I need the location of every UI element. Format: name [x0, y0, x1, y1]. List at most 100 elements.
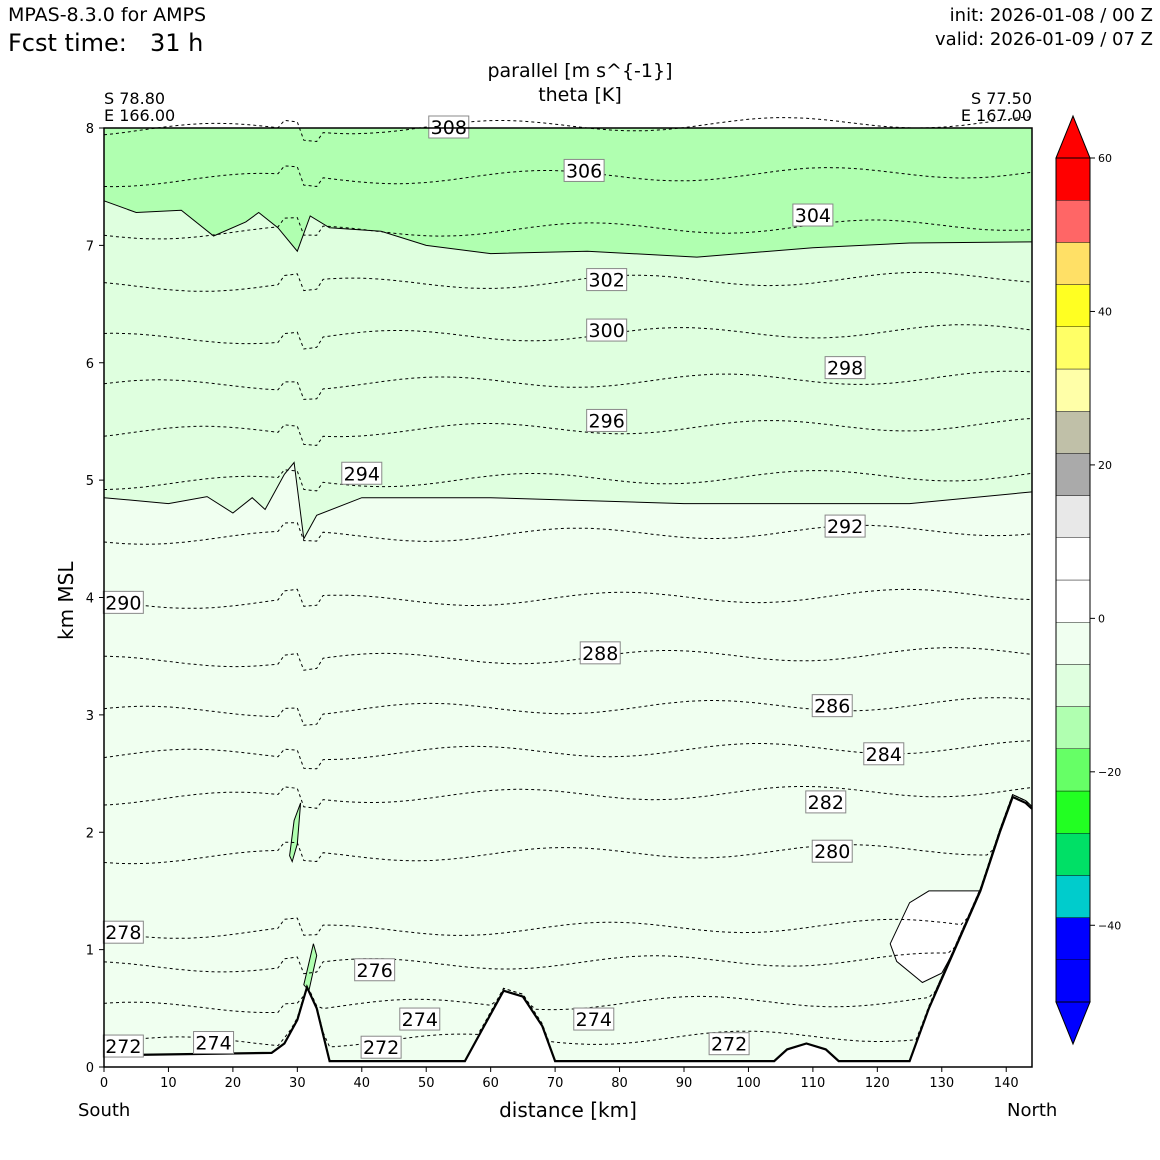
x-end-south: South — [78, 1100, 131, 1121]
y-tick-label: 1 — [86, 944, 94, 959]
colorbar-tick-label: 60 — [1098, 152, 1112, 165]
theta-contour — [103, 794, 1033, 939]
contour-label: 296 — [589, 410, 625, 432]
theta-contour — [103, 217, 1033, 240]
contour-label: 280 — [814, 841, 850, 863]
colorbar-cell — [1055, 959, 1091, 1003]
colorbar-cell — [1055, 875, 1091, 918]
theta-contour — [103, 271, 1033, 292]
x-tick-label: 120 — [865, 1076, 890, 1091]
y-tick-label: 0 — [86, 1061, 94, 1076]
colorbar-tick-label: −20 — [1098, 766, 1121, 779]
colorbar-cell — [1055, 833, 1091, 876]
x-end-north: North — [1007, 1100, 1058, 1121]
theta-contour — [103, 794, 1033, 975]
contour-label-box — [360, 1035, 402, 1059]
x-tick-label: 130 — [929, 1076, 954, 1091]
contour-wind-edge-lower — [103, 461, 1033, 541]
left-end-lon: E 166.00 — [104, 106, 176, 125]
x-tick-label: 60 — [482, 1076, 499, 1091]
y-tick-label: 4 — [86, 592, 94, 607]
contour-label: 272 — [105, 1036, 141, 1058]
colorbar-bottom-arrow — [1055, 1001, 1091, 1046]
y-tick-label: 7 — [86, 239, 94, 254]
colorbar-cell — [1055, 242, 1091, 285]
contour-label: 294 — [344, 463, 380, 485]
y-tick-label: 8 — [86, 122, 94, 137]
y-tick-label: 3 — [86, 709, 94, 724]
contour-wind-edge-upper — [103, 200, 1033, 258]
colorbar-tick-label: 20 — [1098, 459, 1112, 472]
contour-label: 300 — [589, 320, 625, 342]
contour-label-box — [354, 958, 396, 982]
colorbar-cell — [1055, 411, 1091, 454]
contour-label: 278 — [105, 922, 141, 944]
x-tick-label: 40 — [354, 1076, 371, 1091]
contour-label-box — [811, 694, 853, 718]
fcst-value: 31 h — [150, 29, 204, 57]
theta-contour — [103, 786, 1033, 809]
x-tick-label: 110 — [800, 1076, 825, 1091]
x-tick-label: 50 — [418, 1076, 435, 1091]
theta-contour — [103, 740, 1033, 770]
y-tick-label: 2 — [86, 826, 94, 841]
colorbar-cell — [1055, 748, 1091, 792]
colorbar-cell — [1055, 157, 1091, 201]
contour-label: 274 — [576, 1009, 612, 1031]
colorbar-cell — [1055, 622, 1091, 665]
colorbar-cell — [1055, 368, 1091, 412]
contour-label-box — [579, 641, 621, 665]
contour-label-box — [573, 1007, 615, 1031]
chart-title: parallel [m s^{-1}] — [487, 60, 673, 82]
contour-label: 274 — [195, 1033, 231, 1055]
contour-label-box — [708, 1032, 750, 1056]
colorbar-tick-label: 40 — [1098, 305, 1112, 318]
contour-label-box — [863, 742, 905, 766]
x-tick-label: 30 — [289, 1076, 306, 1091]
theta-contour — [103, 588, 1033, 609]
theta-contour — [103, 697, 1033, 726]
contour-label: 288 — [582, 643, 618, 665]
contour-label-box — [586, 318, 628, 342]
contour-label: 284 — [866, 744, 902, 766]
theta-contour — [103, 469, 1033, 492]
theta-contour — [103, 794, 1033, 865]
colorbar-cell — [1055, 579, 1091, 623]
colorbar-cell — [1055, 495, 1091, 539]
theta-contour — [103, 116, 1033, 143]
x-tick-label: 10 — [160, 1076, 177, 1091]
colorbar-cell — [1055, 664, 1091, 707]
x-tick-label: 70 — [547, 1076, 564, 1091]
right-end-lon: E 167.00 — [960, 106, 1032, 125]
theta-contour — [103, 522, 1033, 545]
contour-label-box — [193, 1031, 235, 1055]
colorbar-cell — [1055, 706, 1091, 749]
contour-label-box — [428, 115, 470, 139]
chart-subtitle: theta [K] — [538, 84, 622, 106]
contour-label-box — [792, 203, 834, 227]
terrain-fill — [104, 797, 1032, 1067]
contour-label-box — [805, 790, 847, 814]
contour-label-box — [586, 268, 628, 292]
contour-label-box — [341, 461, 383, 485]
y-tick-label: 5 — [86, 474, 94, 489]
contour-label-box — [824, 356, 866, 380]
contour-label: 274 — [402, 1009, 438, 1031]
contour-label: 272 — [711, 1034, 747, 1056]
colorbar-cell — [1055, 537, 1091, 581]
contour-label-box — [563, 158, 605, 182]
x-tick-label: 80 — [611, 1076, 628, 1091]
contour-label-box — [586, 408, 628, 432]
contour-label: 304 — [795, 205, 831, 227]
contour-label: 286 — [814, 696, 850, 718]
valid-time: valid: 2026-01-09 / 07 Z — [935, 29, 1153, 50]
y-tick-label: 6 — [86, 357, 94, 372]
colorbar-frame — [1055, 157, 1091, 1003]
colorbar-top-arrow — [1055, 114, 1091, 159]
theta-contour — [103, 370, 1033, 400]
contour-label: 302 — [589, 270, 625, 292]
contour-label: 298 — [827, 358, 863, 380]
contour-label: 292 — [827, 516, 863, 538]
contour-label: 306 — [566, 160, 602, 182]
